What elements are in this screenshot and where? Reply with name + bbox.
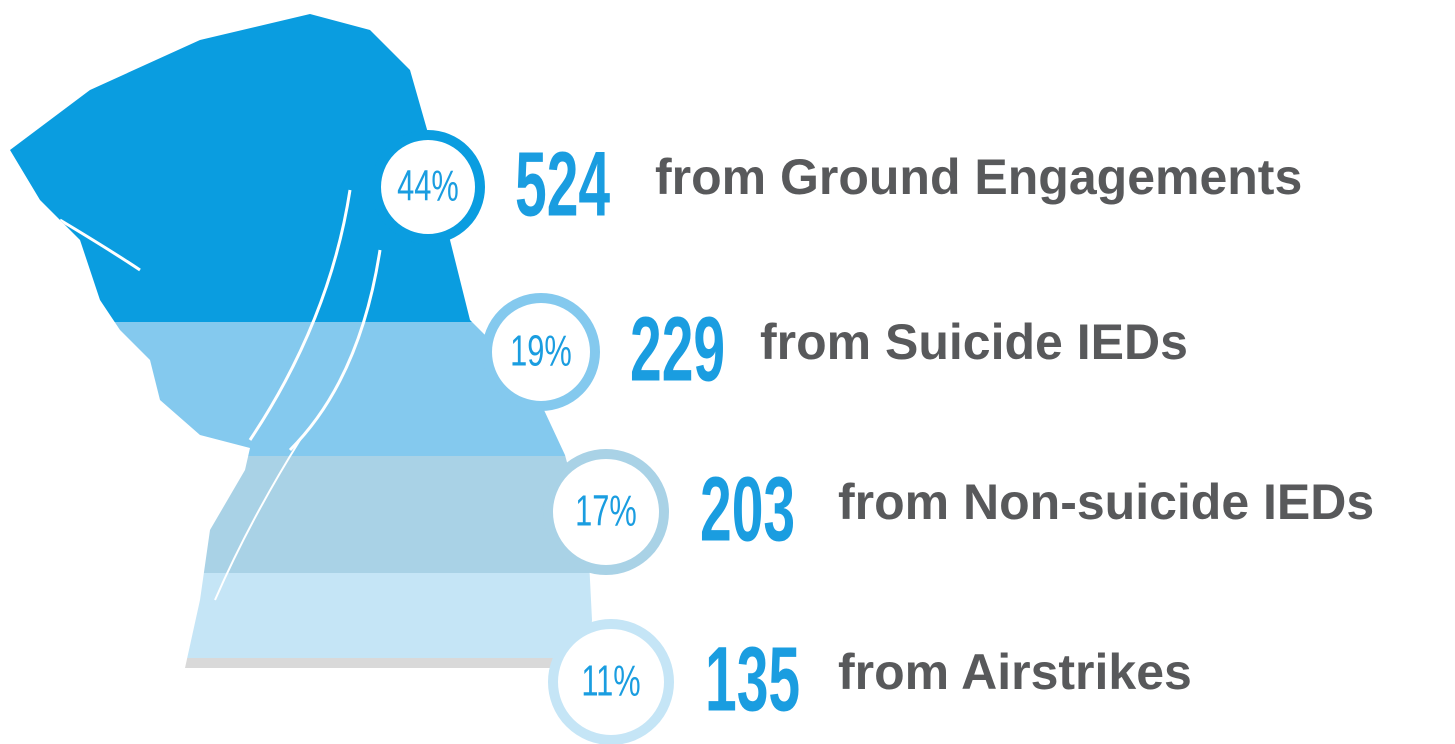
count-group: 524: [515, 134, 610, 236]
percent-group: 11%: [581, 657, 640, 706]
percent-ring: [543, 449, 669, 575]
percent-ring: [482, 293, 600, 411]
count-group: 135: [705, 629, 800, 731]
percent: 19%: [510, 327, 572, 376]
rows: 44% 524 from Ground Engagements 19% 229 from …: [371, 130, 1374, 744]
count: 203: [700, 459, 795, 561]
percent-ring: [548, 619, 674, 744]
percent-ring: [371, 130, 485, 244]
percent-group: 19%: [510, 327, 572, 376]
label: from Suicide IEDs: [760, 314, 1188, 370]
label: from Airstrikes: [838, 644, 1192, 700]
count: 524: [515, 134, 610, 236]
percent: 17%: [575, 487, 637, 536]
percent: 11%: [581, 657, 640, 706]
count: 229: [630, 299, 725, 401]
label: from Non-suicide IEDs: [838, 474, 1374, 530]
percent-group: 44%: [397, 162, 459, 211]
percent-group: 17%: [575, 487, 637, 536]
count: 135: [705, 629, 800, 731]
label: from Ground Engagements: [655, 149, 1302, 205]
percent: 44%: [397, 162, 459, 211]
count-group: 203: [700, 459, 795, 561]
count-group: 229: [630, 299, 725, 401]
